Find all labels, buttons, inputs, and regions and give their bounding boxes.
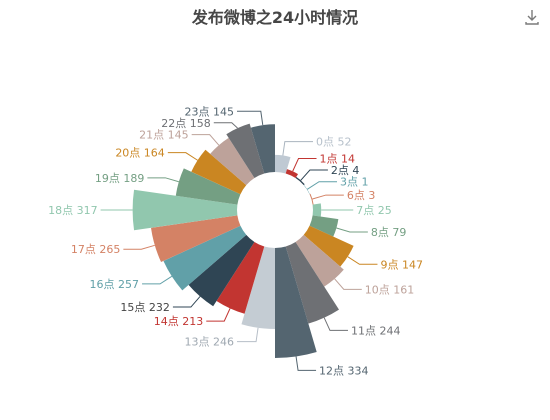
- label-line-10: [334, 278, 362, 290]
- rose-slice-16[interactable]: [163, 225, 247, 291]
- label-line-14: [206, 308, 231, 322]
- slice-label-13: 13点 246: [185, 336, 235, 349]
- rose-slice-12[interactable]: [275, 246, 317, 358]
- label-line-17: [123, 244, 155, 250]
- rose-slice-11[interactable]: [285, 241, 339, 324]
- rose-slice-14[interactable]: [216, 241, 265, 314]
- rose-slice-0[interactable]: [275, 154, 291, 174]
- slice-label-12: 12点 334: [319, 364, 369, 377]
- rose-slice-15[interactable]: [188, 234, 255, 307]
- label-line-19: [147, 177, 179, 183]
- slice-label-18: 18点 317: [48, 204, 98, 217]
- slice-label-3: 3点 1: [340, 176, 369, 189]
- rose-slice-20[interactable]: [191, 149, 247, 195]
- label-line-3: [306, 181, 338, 190]
- slice-label-7: 7点 25: [356, 204, 392, 217]
- slice-label-17: 17点 265: [71, 243, 121, 256]
- slice-label-23: 23点 145: [185, 105, 235, 118]
- slice-label-2: 2点 4: [331, 164, 360, 177]
- slice-label-0: 0点 52: [316, 136, 352, 149]
- rose-slice-21[interactable]: [210, 137, 255, 186]
- label-line-13: [237, 327, 259, 343]
- rose-slice-17[interactable]: [150, 215, 241, 263]
- label-line-20: [167, 152, 198, 161]
- slice-label-6: 6点 3: [347, 189, 376, 202]
- slice-label-15: 15点 232: [120, 301, 170, 314]
- slice-label-10: 10点 161: [365, 283, 415, 296]
- label-line-11: [323, 317, 348, 331]
- rose-slice-6[interactable]: [309, 193, 314, 205]
- label-line-2: [300, 169, 328, 181]
- slice-label-11: 11点 244: [351, 324, 401, 337]
- slice-label-14: 14点 213: [154, 315, 204, 328]
- rose-slice-13[interactable]: [241, 246, 275, 330]
- label-line-12: [295, 356, 317, 371]
- slice-label-19: 19点 189: [95, 172, 145, 185]
- rose-slice-22[interactable]: [226, 123, 265, 179]
- rose-slice-9[interactable]: [303, 225, 354, 267]
- slice-label-20: 20点 164: [115, 147, 165, 160]
- rose-slice-7[interactable]: [312, 203, 322, 217]
- rose-slice-8[interactable]: [309, 215, 339, 237]
- slice-label-1: 1点 14: [320, 153, 356, 166]
- label-line-0: [282, 141, 313, 156]
- label-line-21: [191, 134, 220, 146]
- label-line-16: [142, 275, 173, 285]
- download-icon[interactable]: [522, 7, 542, 27]
- slice-label-9: 9点 147: [380, 258, 423, 271]
- rose-slice-1[interactable]: [285, 169, 299, 179]
- chart-title: 发布微博之24小时情况: [191, 8, 359, 27]
- rose-slice-18[interactable]: [132, 189, 238, 231]
- rose-slice-23[interactable]: [250, 124, 275, 174]
- slice-label-22: 22点 158: [161, 117, 211, 130]
- rose-slice-3[interactable]: [303, 184, 310, 195]
- label-line-23: [237, 110, 264, 126]
- slice-label-8: 8点 79: [371, 226, 407, 239]
- label-line-9: [347, 256, 378, 265]
- label-line-22: [213, 122, 238, 129]
- label-line-15: [172, 296, 201, 308]
- slice-label-21: 21点 145: [139, 129, 189, 142]
- rose-slice-2[interactable]: [295, 176, 305, 186]
- label-line-1: [292, 158, 317, 172]
- slice-label-16: 16点 257: [90, 278, 140, 291]
- rose-slice-19[interactable]: [175, 168, 241, 205]
- label-line-8: [336, 227, 368, 233]
- rose-slice-10[interactable]: [295, 234, 344, 287]
- label-line-6: [312, 194, 344, 200]
